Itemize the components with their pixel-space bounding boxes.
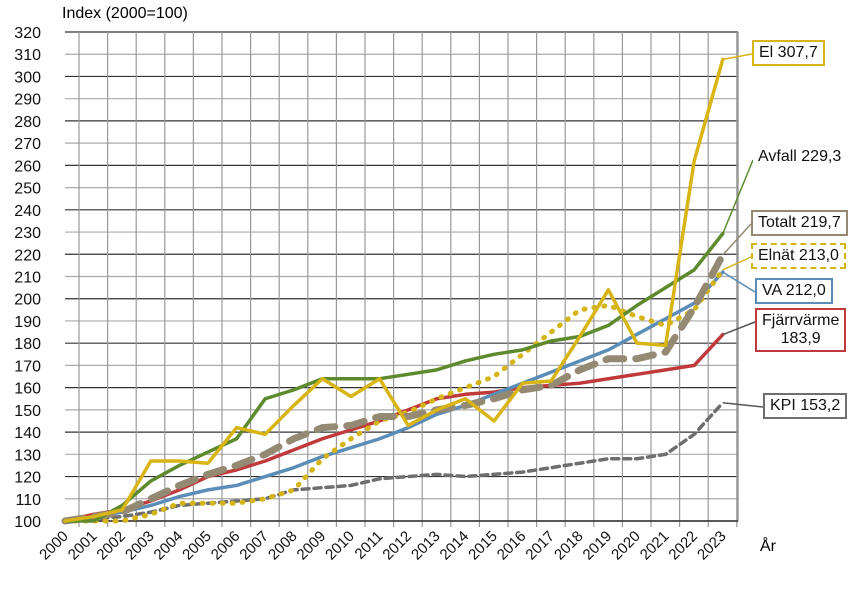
y-tick-label: 230 — [14, 225, 41, 242]
leader-line — [722, 223, 752, 256]
y-axis-title: Index (2000=100) — [62, 5, 188, 22]
series-line-avfall — [63, 231, 725, 523]
x-tick-label: 2007 — [236, 528, 272, 564]
series-label-kpi: KPI 153,2 — [763, 393, 848, 419]
x-tick-label: 2017 — [522, 528, 558, 564]
x-tick-label: 2004 — [151, 528, 187, 564]
x-tick-label: 2008 — [265, 528, 301, 564]
x-tick-label: 2003 — [122, 528, 158, 564]
leader-line — [722, 256, 752, 271]
series-label-avfall: Avfall 229,3 — [753, 146, 847, 168]
x-tick-label: 2014 — [437, 528, 473, 564]
x-tick-label: 2001 — [65, 528, 101, 564]
y-tick-label: 120 — [14, 470, 41, 487]
y-tick-label: 160 — [14, 381, 41, 398]
x-tick-label: 2015 — [465, 528, 501, 564]
leader-line — [722, 271, 756, 293]
x-tick-label: 2000 — [36, 528, 72, 564]
x-tick-label: 2016 — [494, 528, 530, 564]
y-tick-label: 100 — [14, 514, 41, 531]
leader-line — [722, 53, 753, 61]
y-tick-label: 190 — [14, 314, 41, 331]
x-tick-label: 2010 — [322, 528, 358, 564]
x-tick-label: 2002 — [93, 528, 129, 564]
y-tick-label: 170 — [14, 358, 41, 375]
leader-line — [722, 159, 754, 234]
y-tick-label: 200 — [14, 292, 41, 309]
x-tick-label: 2022 — [665, 528, 701, 564]
x-axis-title: År — [760, 538, 776, 555]
y-tick-label: 220 — [14, 247, 41, 264]
y-tick-label: 320 — [14, 25, 41, 42]
y-tick-label: 140 — [14, 425, 41, 442]
y-tick-label: 110 — [15, 492, 41, 509]
y-tick-label: 240 — [14, 203, 41, 220]
y-tick-label: 180 — [14, 336, 41, 353]
y-tick-label: 210 — [14, 270, 41, 287]
y-tick-label: 250 — [14, 181, 41, 198]
y-tick-label: 300 — [14, 69, 41, 86]
x-tick-label: 2019 — [580, 528, 616, 564]
x-tick-label: 2012 — [379, 528, 415, 564]
x-tick-label: 2023 — [694, 528, 730, 564]
series-label-el: El 307,7 — [752, 40, 825, 66]
x-tick-label: 2009 — [294, 528, 330, 564]
y-tick-label: 130 — [14, 447, 41, 464]
x-tick-label: 2011 — [352, 528, 387, 563]
y-tick-label: 260 — [14, 158, 41, 175]
x-tick-label: 2018 — [551, 528, 587, 564]
series-line-va — [63, 270, 725, 523]
series-line-el — [63, 57, 725, 523]
series-label-elnät: Elnät 213,0 — [751, 243, 846, 269]
x-tick-label: 2021 — [637, 528, 673, 564]
leader-line — [722, 321, 756, 336]
series-label-va: VA 212,0 — [755, 278, 833, 304]
x-tick-label: 2020 — [608, 528, 644, 564]
x-tick-label: 2006 — [208, 528, 244, 564]
x-tick-label: 2005 — [179, 528, 215, 564]
x-tick-label: 2013 — [408, 528, 444, 564]
y-tick-label: 150 — [14, 403, 41, 420]
leader-line — [722, 402, 764, 408]
series-label-totalt: Totalt 219,7 — [751, 210, 848, 236]
series-line-totalt — [61, 251, 727, 525]
y-tick-label: 270 — [14, 136, 41, 153]
y-tick-label: 310 — [14, 47, 41, 64]
y-tick-label: 290 — [14, 92, 41, 109]
series-label-fjärrvärme: Fjärrvärme 183,9 — [755, 308, 847, 352]
y-tick-label: 280 — [14, 114, 41, 131]
